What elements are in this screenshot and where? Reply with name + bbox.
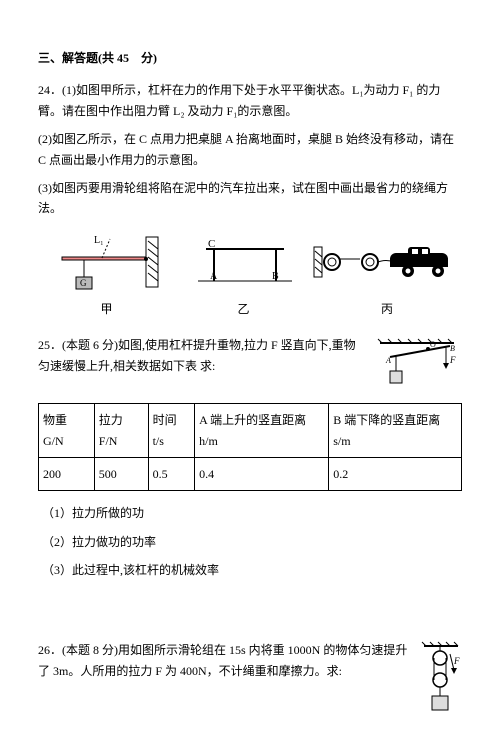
table-row: 物重 G/N 拉力 F/N 时间 t/s A 端上升的竖直距离 h/m B 端下… (39, 404, 462, 458)
section-title: 三、解答题(共 45 分) (38, 48, 462, 68)
svg-text:B: B (450, 344, 455, 353)
svg-text:F: F (453, 656, 460, 666)
q24-part1: 24．(1)如图甲所示，杠杆在力的作用下处于水平平衡状态。L₁为动力 F₁ 的力… (38, 80, 462, 121)
q25-stem: 25．(本题 6 分)如图,使用杠杆提升重物,拉力 F 竖直向下,重物匀速缓慢上… (38, 335, 362, 376)
table-cell: 0.5 (148, 457, 195, 490)
q25-sub3: （3）此过程中,该杠杆的机械效率 (42, 560, 462, 580)
table-cell: 0.4 (195, 457, 329, 490)
figure-jia-cell: L₁ G 甲 (38, 233, 175, 319)
figure-jia-caption: 甲 (100, 299, 112, 319)
q25-table: 物重 G/N 拉力 F/N 时间 t/s A 端上升的竖直距离 h/m B 端下… (38, 403, 462, 491)
svg-text:O: O (430, 340, 436, 349)
table-header: 物重 G/N (39, 404, 95, 458)
figure-q25: O A B F (372, 335, 462, 391)
q25-sub1: （1）拉力所做的功 (42, 503, 462, 523)
q26-stem: 26．(本题 8 分)用如图所示滑轮组在 15s 内将重 1000N 的物体匀速… (38, 640, 410, 681)
table-row: 200 500 0.5 0.4 0.2 (39, 457, 462, 490)
table-header: 时间 t/s (148, 404, 195, 458)
table-header: B 端下降的竖直距离 s/m (329, 404, 462, 458)
table-cell: 0.2 (329, 457, 462, 490)
svg-text:A: A (385, 356, 391, 365)
svg-text:F: F (449, 355, 456, 365)
table-cell: 500 (94, 457, 148, 490)
figure-jia: L₁ G (52, 233, 162, 297)
figure-bing-cell: 丙 (312, 233, 462, 319)
figure-bing-caption: 丙 (381, 299, 393, 319)
figure-row: L₁ G 甲 C A B 乙 (38, 233, 462, 319)
svg-text:B: B (272, 271, 279, 282)
svg-text:G: G (80, 278, 87, 288)
q24-part3: (3)如图丙要用滑轮组将陷在泥中的汽车拉出来，试在图中画出最省力的绕绳方法。 (38, 178, 462, 219)
table-cell: 200 (39, 457, 95, 490)
svg-text:A: A (210, 271, 218, 282)
q24-part2: (2)如图乙所示，在 C 点用力把桌腿 A 抬离地面时，桌腿 B 始终没有移动，… (38, 129, 462, 170)
figure-yi-cell: C A B 乙 (175, 233, 312, 319)
figure-yi: C A B (184, 233, 304, 297)
svg-text:L₁: L₁ (94, 235, 104, 246)
table-header: 拉力 F/N (94, 404, 148, 458)
q25-sub2: （2）拉力做功的功率 (42, 532, 462, 552)
figure-yi-caption: 乙 (237, 299, 249, 319)
figure-q26: F (420, 640, 462, 718)
figure-bing (312, 233, 462, 297)
table-header: A 端上升的竖直距离 h/m (195, 404, 329, 458)
